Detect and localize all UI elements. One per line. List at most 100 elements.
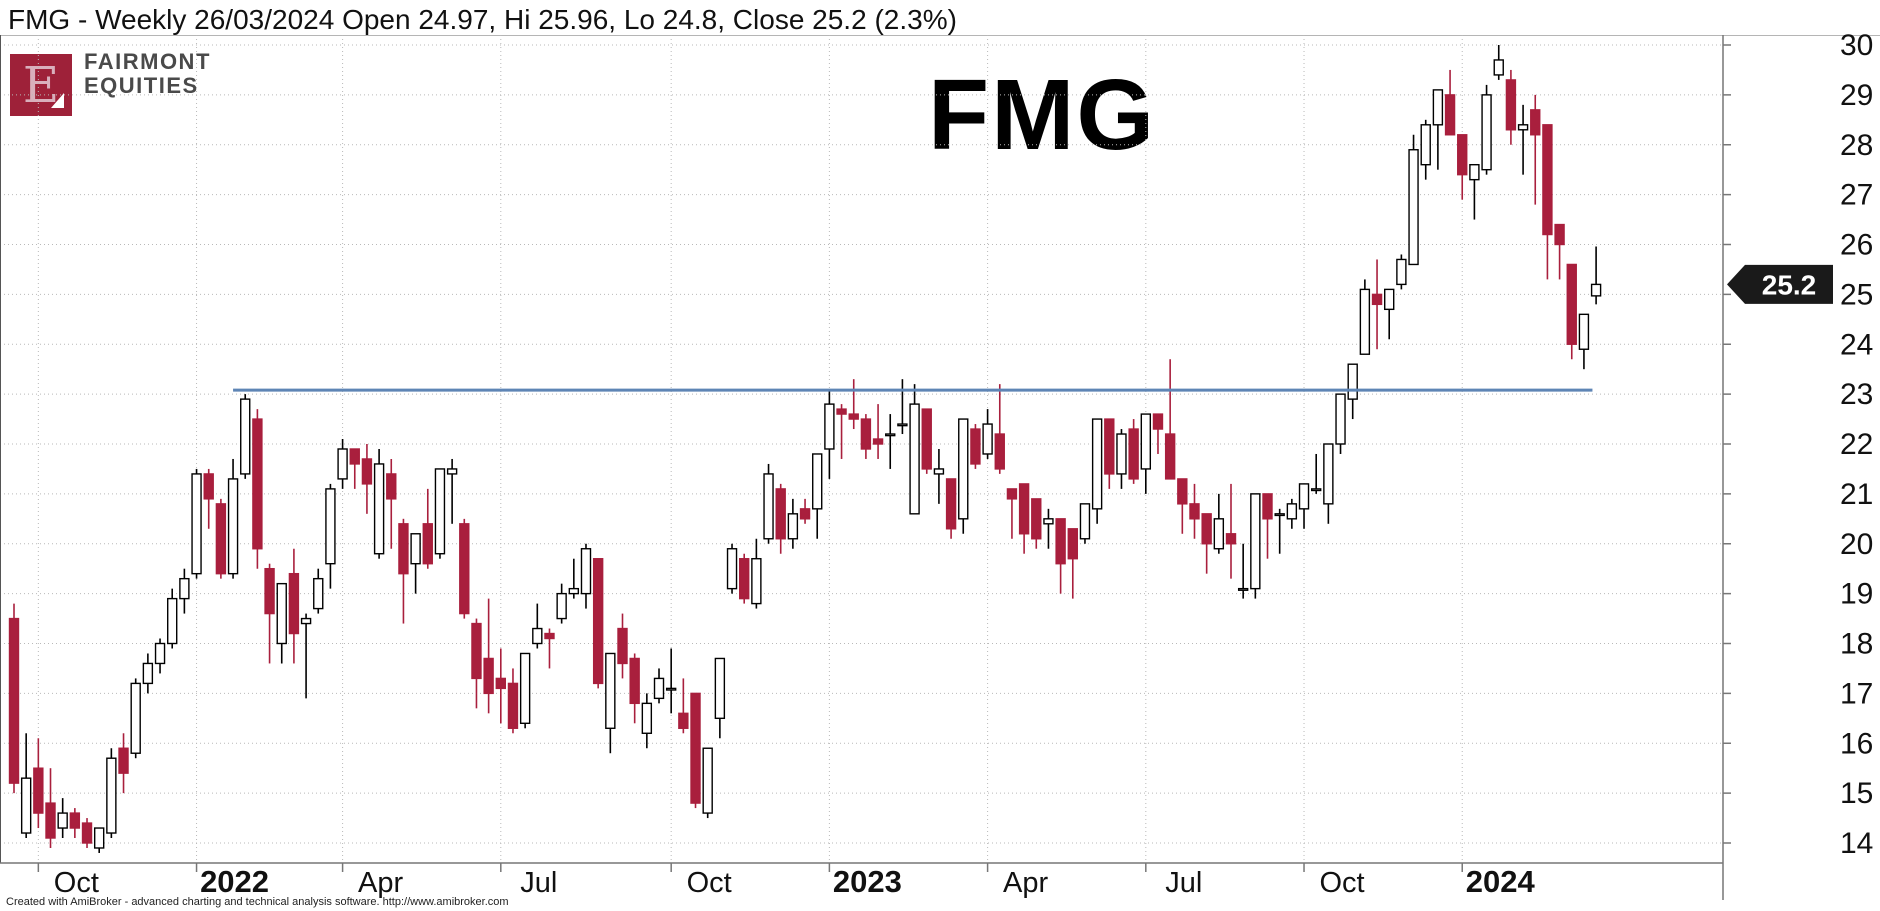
candle-body (824, 403, 835, 450)
y-axis-label: 17 (1840, 677, 1873, 710)
candle-body (885, 433, 896, 437)
y-axis-label: 25 (1840, 278, 1873, 311)
symbol-watermark: FMG (928, 59, 1157, 171)
candle-body (1554, 223, 1565, 246)
x-axis-label: Oct (54, 867, 99, 899)
x-axis-label: Oct (1319, 867, 1364, 899)
candle-body (629, 657, 640, 705)
candle-body (592, 558, 604, 685)
candle-body (1493, 59, 1504, 76)
logo-wedge-icon (51, 93, 64, 108)
candle-body (1079, 503, 1091, 540)
candle-body (93, 827, 105, 849)
x-axis-label: 2022 (200, 864, 269, 899)
x-axis-label: Oct (687, 867, 732, 899)
x-axis-label: 2024 (1466, 864, 1536, 899)
y-axis-label: 28 (1840, 129, 1873, 162)
candle-body (203, 473, 214, 500)
candle-body (994, 433, 1005, 470)
candle-body (1189, 503, 1200, 520)
candle-body (386, 473, 397, 500)
candle-body (1517, 124, 1529, 131)
candle-body (1310, 488, 1322, 492)
candle-body (154, 642, 166, 665)
candle-body (507, 682, 519, 729)
candle-body (471, 622, 482, 680)
y-axis-label: 29 (1840, 79, 1873, 112)
last-price-value: 25.2 (1762, 269, 1817, 300)
logo-line1: FAIRMONT (84, 49, 211, 74)
candle-body (227, 478, 239, 575)
candle-body (1420, 124, 1431, 166)
candle-body (580, 548, 592, 595)
candle-body (483, 657, 494, 695)
candle-body (1371, 293, 1383, 306)
candle-body (45, 802, 56, 839)
candle-body (945, 478, 957, 530)
candle-body (276, 582, 287, 645)
candle-body (775, 488, 786, 540)
candle-body (167, 597, 178, 645)
candle-body (1055, 518, 1066, 565)
x-axis-label: Apr (358, 867, 403, 899)
candle-body (1347, 363, 1358, 400)
candle-body (921, 408, 932, 470)
y-axis-label: 30 (1840, 29, 1873, 62)
candle-body (179, 577, 190, 600)
candle-body (1043, 518, 1054, 525)
candle-body (142, 662, 154, 685)
candle-body (191, 473, 202, 575)
y-axis-label: 26 (1840, 229, 1873, 262)
candle-body (1031, 498, 1042, 540)
candle-body (568, 587, 580, 595)
candle-body (1396, 258, 1407, 286)
candle-body (519, 652, 531, 724)
candle-body (763, 473, 774, 540)
candle-body (459, 523, 470, 615)
candle-body (617, 627, 628, 665)
candle-body (313, 577, 324, 610)
candle-body (1006, 488, 1018, 500)
candle-body (398, 523, 409, 575)
candle-body (1018, 483, 1030, 535)
y-axis-label: 19 (1840, 578, 1873, 611)
candle-body (544, 632, 555, 640)
candle-body (264, 567, 275, 615)
candle-body (982, 423, 993, 455)
candle-body (1067, 528, 1078, 560)
candle-body (1432, 89, 1444, 126)
candle-body (532, 627, 543, 645)
candle-body (69, 812, 81, 829)
candle-body (653, 677, 665, 700)
candle-body (1578, 313, 1590, 350)
candle-body (1323, 443, 1334, 505)
candle-body (1566, 263, 1577, 345)
y-axis-label: 14 (1840, 827, 1873, 860)
candle-body (933, 468, 945, 475)
candle-body (215, 503, 227, 575)
candle-body (848, 413, 859, 420)
last-price-callout (1727, 264, 1833, 304)
candle-body (495, 677, 506, 690)
candle-body (1091, 418, 1103, 510)
amibroker-credit: Created with AmiBroker - advanced charti… (6, 896, 509, 908)
candle-body (872, 438, 884, 445)
candle-body (1104, 418, 1115, 475)
y-axis-label: 22 (1840, 428, 1873, 461)
candle-body (118, 747, 129, 774)
candle-body (714, 657, 726, 720)
candle-body (1457, 134, 1468, 176)
y-axis-label: 20 (1840, 528, 1873, 561)
candle-body (1481, 94, 1492, 171)
x-axis-label: 2023 (833, 864, 902, 899)
candle-body (812, 453, 823, 510)
candle-body (1530, 109, 1541, 136)
candle-body (288, 572, 300, 635)
candle-body (958, 418, 969, 520)
y-axis-label: 27 (1840, 179, 1873, 212)
y-axis-label: 15 (1840, 777, 1873, 810)
candle-body (422, 523, 433, 565)
candle-body (1237, 587, 1249, 591)
